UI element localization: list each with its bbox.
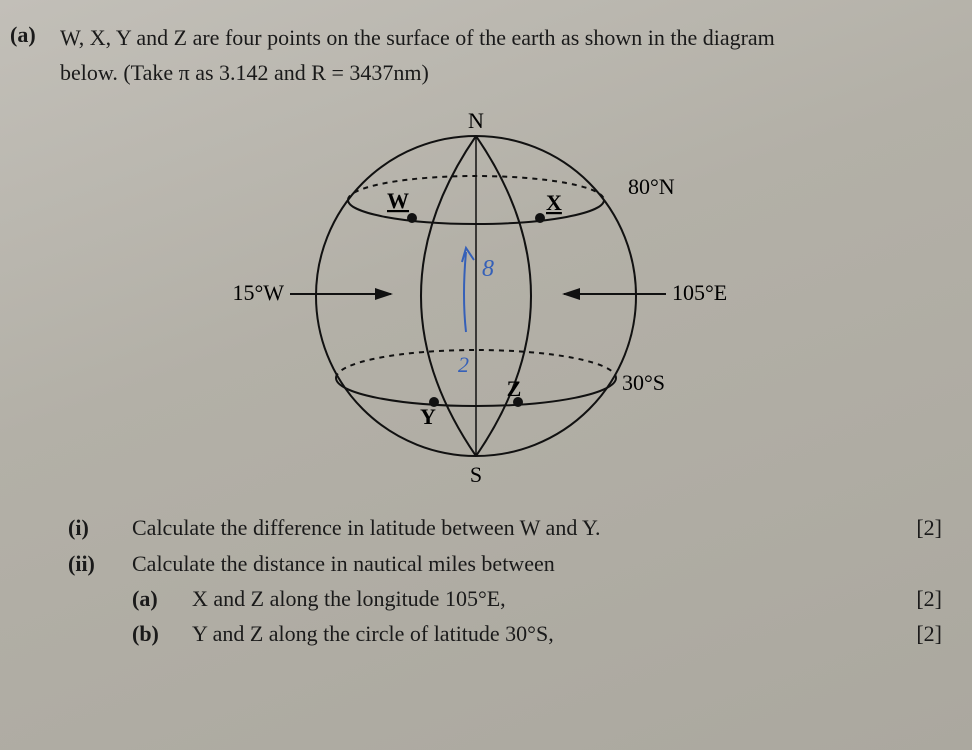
label-s: S: [470, 462, 482, 487]
question-label: (a): [10, 20, 60, 48]
part-ii-b-row: (b) Y and Z along the circle of latitude…: [132, 616, 942, 651]
label-x: X: [546, 190, 562, 215]
label-30s: 30°S: [622, 370, 665, 395]
part-ii-label: (ii): [68, 546, 132, 581]
intro-line-2: below. (Take π as 3.142 and R = 3437nm): [60, 60, 429, 85]
part-i-marks: [2]: [892, 510, 942, 545]
label-z: Z: [507, 376, 522, 401]
label-w: W: [387, 188, 409, 213]
part-i-row: (i) Calculate the difference in latitude…: [68, 510, 942, 545]
label-n: N: [468, 108, 484, 133]
part-ii-a-row: (a) X and Z along the longitude 105°E, […: [132, 581, 942, 616]
part-i-text: Calculate the difference in latitude bet…: [132, 510, 892, 545]
label-80n: 80°N: [628, 174, 675, 199]
part-ii-a-label: (a): [132, 581, 192, 616]
page: (a) W, X, Y and Z are four points on the…: [0, 0, 972, 750]
part-ii-a-marks: [2]: [892, 581, 942, 616]
part-ii-b-label: (b): [132, 616, 192, 651]
intro-line-1: W, X, Y and Z are four points on the sur…: [60, 25, 775, 50]
label-15w: 15°W: [232, 280, 284, 305]
part-ii-b-text: Y and Z along the circle of latitude 30°…: [192, 616, 892, 651]
pen-arrow: [462, 248, 474, 332]
point-w: [407, 213, 417, 223]
earth-diagram: N S W X Y Z 80°N 30°S 15°W 105°E 8 2: [166, 96, 786, 496]
question-intro: W, X, Y and Z are four points on the sur…: [60, 20, 942, 90]
label-y: Y: [420, 404, 436, 429]
part-ii-a-text: X and Z along the longitude 105°E,: [192, 581, 892, 616]
point-x: [535, 213, 545, 223]
pen-annotation-bottom: 2: [458, 352, 469, 377]
label-105e: 105°E: [672, 280, 727, 305]
part-i-label: (i): [68, 510, 132, 545]
meridian-105e: [476, 136, 531, 456]
part-ii-row: (ii) Calculate the distance in nautical …: [68, 546, 942, 581]
question-header-row: (a) W, X, Y and Z are four points on the…: [10, 20, 942, 90]
pen-annotation-top: 8: [482, 256, 494, 282]
part-ii-text: Calculate the distance in nautical miles…: [132, 546, 892, 581]
part-ii-b-marks: [2]: [892, 616, 942, 651]
diagram-container: N S W X Y Z 80°N 30°S 15°W 105°E 8 2: [10, 96, 942, 496]
